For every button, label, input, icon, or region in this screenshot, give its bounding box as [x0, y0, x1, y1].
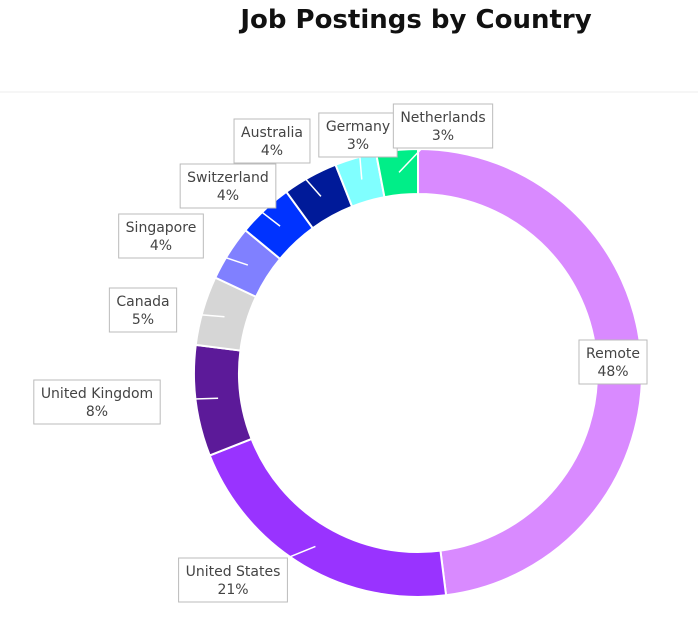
label-name: Netherlands: [400, 110, 485, 126]
label-box: [178, 557, 288, 603]
data-label: Singapore 4%: [118, 213, 204, 259]
label-value: 4%: [261, 143, 283, 159]
data-label: United Kingdom 8%: [33, 379, 161, 425]
label-name: Remote: [586, 346, 640, 362]
label-value: 5%: [132, 312, 154, 328]
label-value: 4%: [150, 238, 172, 254]
label-box: [118, 213, 204, 259]
donut-slice: [417, 147, 643, 597]
data-label: Remote 48%: [578, 339, 648, 385]
data-label: Germany 3%: [318, 112, 398, 158]
label-box: [179, 163, 277, 209]
data-label: Australia 4%: [233, 118, 311, 164]
data-label: United States 21%: [178, 557, 288, 603]
label-box: [318, 112, 398, 158]
label-value: 3%: [432, 128, 454, 144]
data-label: Netherlands 3%: [392, 103, 494, 149]
label-value: 4%: [217, 188, 239, 204]
label-box: [233, 118, 311, 164]
label-value: 8%: [86, 404, 108, 420]
label-value: 3%: [347, 137, 369, 153]
label-name: Australia: [241, 125, 303, 141]
label-box: [33, 379, 161, 425]
data-label: Switzerland 4%: [179, 163, 277, 209]
label-value: 21%: [217, 582, 248, 598]
label-name: Canada: [116, 294, 169, 310]
label-box: [108, 287, 178, 333]
label-name: Germany: [326, 119, 390, 135]
label-name: Singapore: [126, 220, 197, 236]
label-box: [578, 339, 648, 385]
label-name: Switzerland: [187, 170, 269, 186]
label-name: United Kingdom: [41, 386, 153, 402]
data-label: Canada 5%: [108, 287, 178, 333]
label-value: 48%: [597, 364, 628, 380]
label-name: United States: [186, 564, 281, 580]
donut-slice: [193, 343, 253, 457]
label-box: [392, 103, 494, 149]
chart-title: Job Postings by Country: [238, 5, 591, 35]
